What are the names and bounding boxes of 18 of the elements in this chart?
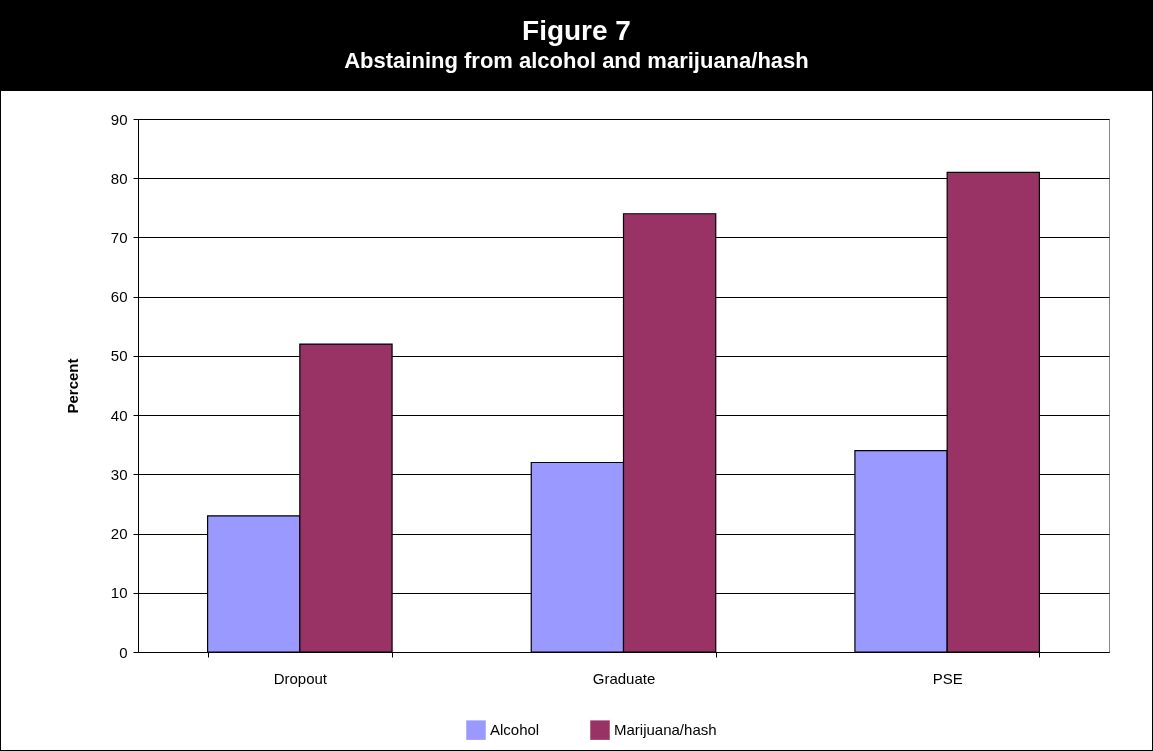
x-tick-label: Graduate [592,669,656,687]
y-tick-label: 90 [110,110,128,128]
y-tick-label: 70 [110,228,128,246]
y-tick-label: 40 [110,406,128,424]
x-tick-label: Dropout [273,669,328,687]
y-tick-label: 80 [110,169,128,187]
legend-label: Alcohol [490,721,540,739]
y-tick-label: 10 [110,584,128,602]
chart-title: Figure 7 [521,14,632,47]
y-tick-label: 0 [119,643,128,661]
y-axis-title: Percent [63,358,81,414]
chart-subtitle: Abstaining from alcohol and marijuana/hash [343,47,810,75]
legend-label: Marijuana/hash [614,721,717,739]
y-tick-label: 30 [110,465,128,483]
y-tick-label: 20 [110,525,128,543]
y-tick-label: 60 [110,288,128,306]
x-tick-label: PSE [932,669,963,687]
y-tick-label: 50 [110,347,128,365]
